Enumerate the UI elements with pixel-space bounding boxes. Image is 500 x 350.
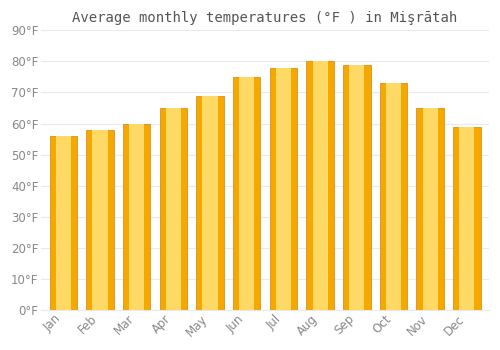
Bar: [306, 62, 334, 310]
Bar: [56, 136, 71, 310]
Bar: [460, 127, 474, 310]
Bar: [92, 130, 108, 310]
Bar: [343, 64, 370, 310]
Title: Average monthly temperatures (°F ) in Mişrātah: Average monthly temperatures (°F ) in Mi…: [72, 11, 458, 25]
Bar: [129, 124, 144, 310]
Bar: [166, 108, 181, 310]
Bar: [270, 68, 297, 310]
Bar: [312, 62, 328, 310]
Bar: [276, 68, 291, 310]
Bar: [386, 83, 401, 310]
Bar: [422, 108, 438, 310]
Bar: [239, 77, 254, 310]
Bar: [86, 130, 114, 310]
Bar: [233, 77, 260, 310]
Bar: [202, 96, 218, 310]
Bar: [50, 136, 77, 310]
Bar: [160, 108, 187, 310]
Bar: [123, 124, 150, 310]
Bar: [453, 127, 480, 310]
Bar: [416, 108, 444, 310]
Bar: [196, 96, 224, 310]
Bar: [380, 83, 407, 310]
Bar: [349, 64, 364, 310]
